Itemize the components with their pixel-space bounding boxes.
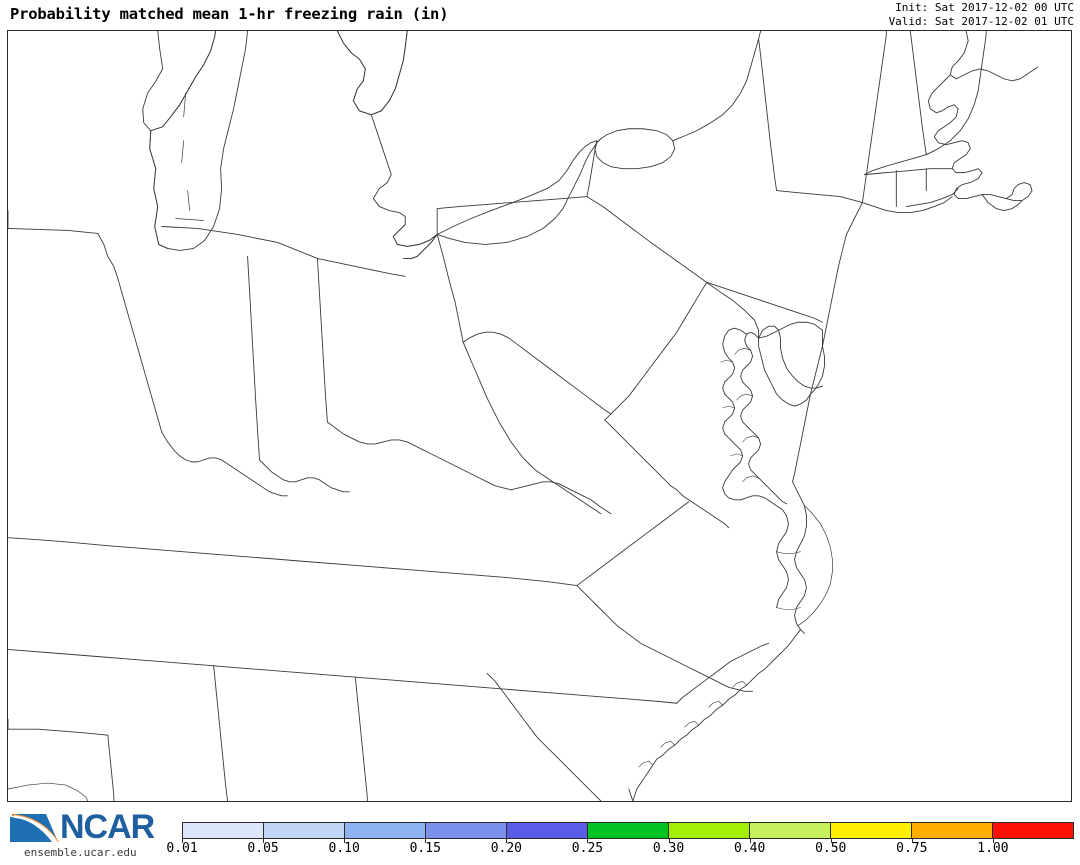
map-panel[interactable]: [7, 30, 1072, 802]
colorbar-tick: [587, 839, 589, 843]
colorbar-tick: [344, 839, 346, 843]
ncar-url-label[interactable]: ensemble.ucar.edu: [24, 846, 137, 859]
colorbar-segment: [263, 823, 344, 838]
colorbar-tick: [992, 839, 994, 843]
colorbar-segment: [183, 823, 263, 838]
colorbar-tick: [668, 839, 670, 843]
colorbar-tick: [749, 839, 751, 843]
ncar-logo-block[interactable]: NCAR ensemble.ucar.edu: [4, 808, 174, 862]
colorbar-tick-label: 0.25: [571, 841, 604, 856]
colorbar-tick-label: 0.15: [409, 841, 441, 856]
colorbar-tick-label: 0.10: [328, 841, 360, 856]
colorbar-tick: [425, 839, 427, 843]
colorbar-tick-label: 0.75: [896, 841, 928, 856]
colorbar-segment: [587, 823, 668, 838]
forecast-time-stamp: Init: Sat 2017-12-02 00 UTC Valid: Sat 2…: [889, 1, 1074, 28]
header-bar: Probability matched mean 1-hr freezing r…: [0, 0, 1080, 30]
colorbar-segment: [830, 823, 911, 838]
colorbar-tick-label: 0.50: [815, 841, 847, 856]
colorbar-segment: [344, 823, 425, 838]
ncar-wordmark: NCAR: [60, 808, 155, 846]
colorbar-segment: [749, 823, 830, 838]
colorbar-tick-label: 0.01: [166, 841, 198, 856]
colorbar-segment: [668, 823, 749, 838]
init-time-label: Init: Sat 2017-12-02 00 UTC: [895, 1, 1074, 14]
colorbar-segment: [992, 823, 1073, 838]
colorbar-segment: [425, 823, 506, 838]
colorbar-ticks: [182, 839, 1074, 844]
colorbar-tick: [830, 839, 832, 843]
colorbar-segment: [506, 823, 587, 838]
colorbar-tick-label: 0.40: [733, 841, 766, 856]
colorbar-labels: 0.01 0.05 0.10 0.15 0.20 0.25 0.30 0.40 0.50 0.75…: [166, 841, 1074, 861]
ncar-swoosh-icon: [10, 814, 59, 842]
colorbar-tick-label: 1.00: [977, 841, 1009, 856]
colorbar[interactable]: 0.01 0.05 0.10 0.15 0.20 0.25 0.30 0.40 0.50 0.75…: [166, 822, 1074, 862]
colorbar-tick: [182, 839, 183, 843]
valid-time-label: Valid: Sat 2017-12-02 01 UTC: [888, 14, 1074, 28]
page-title: Probability matched mean 1-hr freezing r…: [10, 5, 449, 23]
colorbar-tick: [263, 839, 265, 843]
colorbar-tick: [506, 839, 508, 843]
colorbar-tick-label: 0.30: [652, 841, 685, 856]
colorbar-tick-label: 0.20: [490, 841, 523, 856]
map-outline-graphic: [8, 31, 1039, 801]
colorbar-segment: [911, 823, 992, 838]
colorbar-strip: [182, 822, 1074, 839]
colorbar-tick-label: 0.05: [247, 841, 279, 856]
colorbar-tick: [911, 839, 913, 843]
